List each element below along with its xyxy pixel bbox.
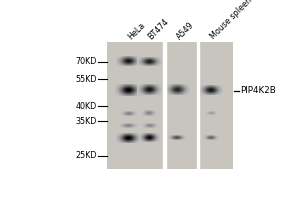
Text: BT474: BT474 (147, 17, 171, 41)
Text: PIP4K2B: PIP4K2B (240, 86, 275, 95)
Text: A549: A549 (175, 20, 196, 41)
Bar (107, 42, 233, 169)
Text: 35KD: 35KD (75, 117, 97, 126)
Text: 40KD: 40KD (76, 102, 97, 111)
Text: 55KD: 55KD (75, 75, 97, 84)
Text: 25KD: 25KD (75, 151, 97, 160)
Text: HeLa: HeLa (126, 20, 146, 41)
Text: Mouse spleen: Mouse spleen (208, 0, 253, 41)
Text: 70KD: 70KD (75, 57, 97, 66)
